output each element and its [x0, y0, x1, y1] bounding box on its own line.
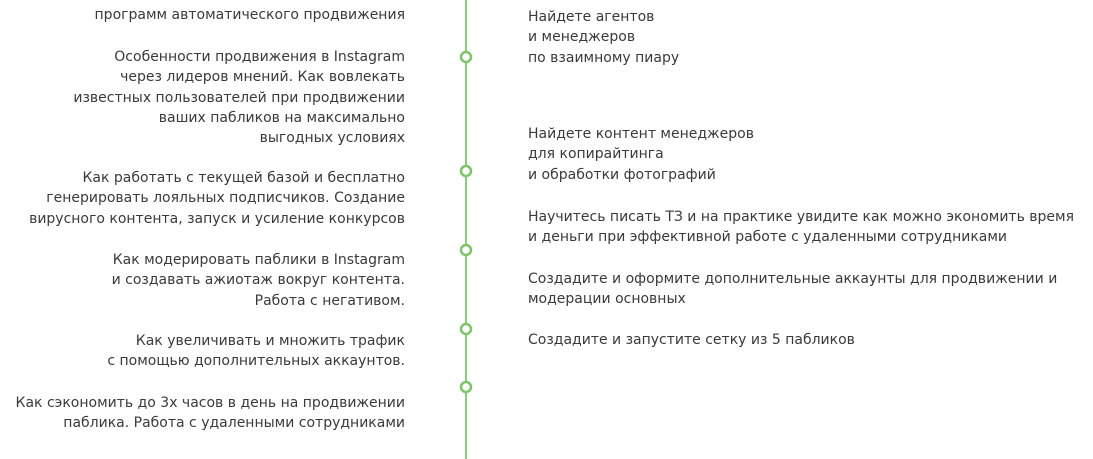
item-line: вирусного контента, запуск и усиление ко… — [29, 210, 405, 227]
item-line: и обработки фотографий — [528, 166, 716, 183]
item-line: модерации основных — [528, 291, 686, 308]
item-line: и создавать ажиотаж вокруг контента. — [111, 272, 405, 289]
item-line: программ автоматического продвижения — [94, 7, 405, 23]
timeline-item: Как сэкономить до 3х часов в день на про… — [16, 393, 405, 434]
item-line: Работа с негативом. — [254, 292, 405, 309]
item-line: Научитесь писать ТЗ и на практике увидит… — [528, 209, 1075, 225]
item-line: известных пользователей при продвижении — [73, 89, 405, 106]
timeline-dot — [459, 380, 473, 394]
timeline-dot — [459, 164, 473, 178]
item-line: паблика. Работа с удаленными сотрудникам… — [63, 415, 405, 432]
timeline-item: программ автоматического продвижения — [95, 5, 405, 25]
item-line: Найдете агентов — [528, 9, 655, 25]
item-line: Создадите и оформите дополнительные акка… — [528, 271, 1058, 287]
item-line: для копирайтинга — [528, 146, 664, 163]
timeline-dot — [459, 50, 473, 64]
item-line: по взаимному пиару — [528, 49, 680, 66]
timeline-item: Создадите и запустите сетку из 5 паблико… — [528, 330, 855, 350]
timeline-dot — [459, 243, 473, 257]
item-line: через лидеров мнений. Как вовлекать — [120, 69, 405, 86]
item-line: Как сэкономить до 3х часов в день на про… — [15, 395, 405, 411]
item-line: и менеджеров — [528, 29, 636, 46]
item-line: Создадите и запустите сетку из 5 паблико… — [528, 332, 855, 348]
timeline-item: Создадите и оформите дополнительные акка… — [528, 269, 1057, 310]
item-line: и деньги при эффективной работе с удален… — [528, 229, 1008, 246]
timeline-item: Найдете агентов и менеджеров по взаимному … — [528, 7, 679, 68]
item-line: Как модерировать паблики в Instagram — [112, 252, 405, 268]
item-line: ваших пабликов на максимально — [158, 109, 405, 126]
item-line: Найдете контент менеджеров — [528, 126, 754, 142]
item-line: Как увеличивать и множить трафик — [135, 333, 405, 349]
timeline-item: Научитесь писать ТЗ и на практике увидит… — [528, 207, 1074, 248]
timeline-item: Как работать с текущей базой и бесплатно… — [29, 168, 405, 229]
timeline-dot — [459, 322, 473, 336]
timeline-item: Как модерировать паблики в Instagram и со… — [112, 250, 405, 311]
item-line: Как работать с текущей базой и бесплатно — [82, 170, 405, 186]
item-line: с помощью дополнительных аккаунтов. — [107, 353, 405, 370]
timeline-item: Найдете контент менеджеров для копирайтин… — [528, 124, 754, 185]
item-line: генерировать лояльных подписчиков. Созда… — [46, 190, 405, 207]
item-line: Особенности продвижения в Instagram — [114, 49, 405, 65]
timeline-item: Особенности продвижения в Instagram через… — [73, 47, 405, 148]
timeline-item: Как увеличивать и множить трафик с помощь… — [107, 331, 405, 372]
item-line: выгодных условиях — [259, 130, 405, 147]
